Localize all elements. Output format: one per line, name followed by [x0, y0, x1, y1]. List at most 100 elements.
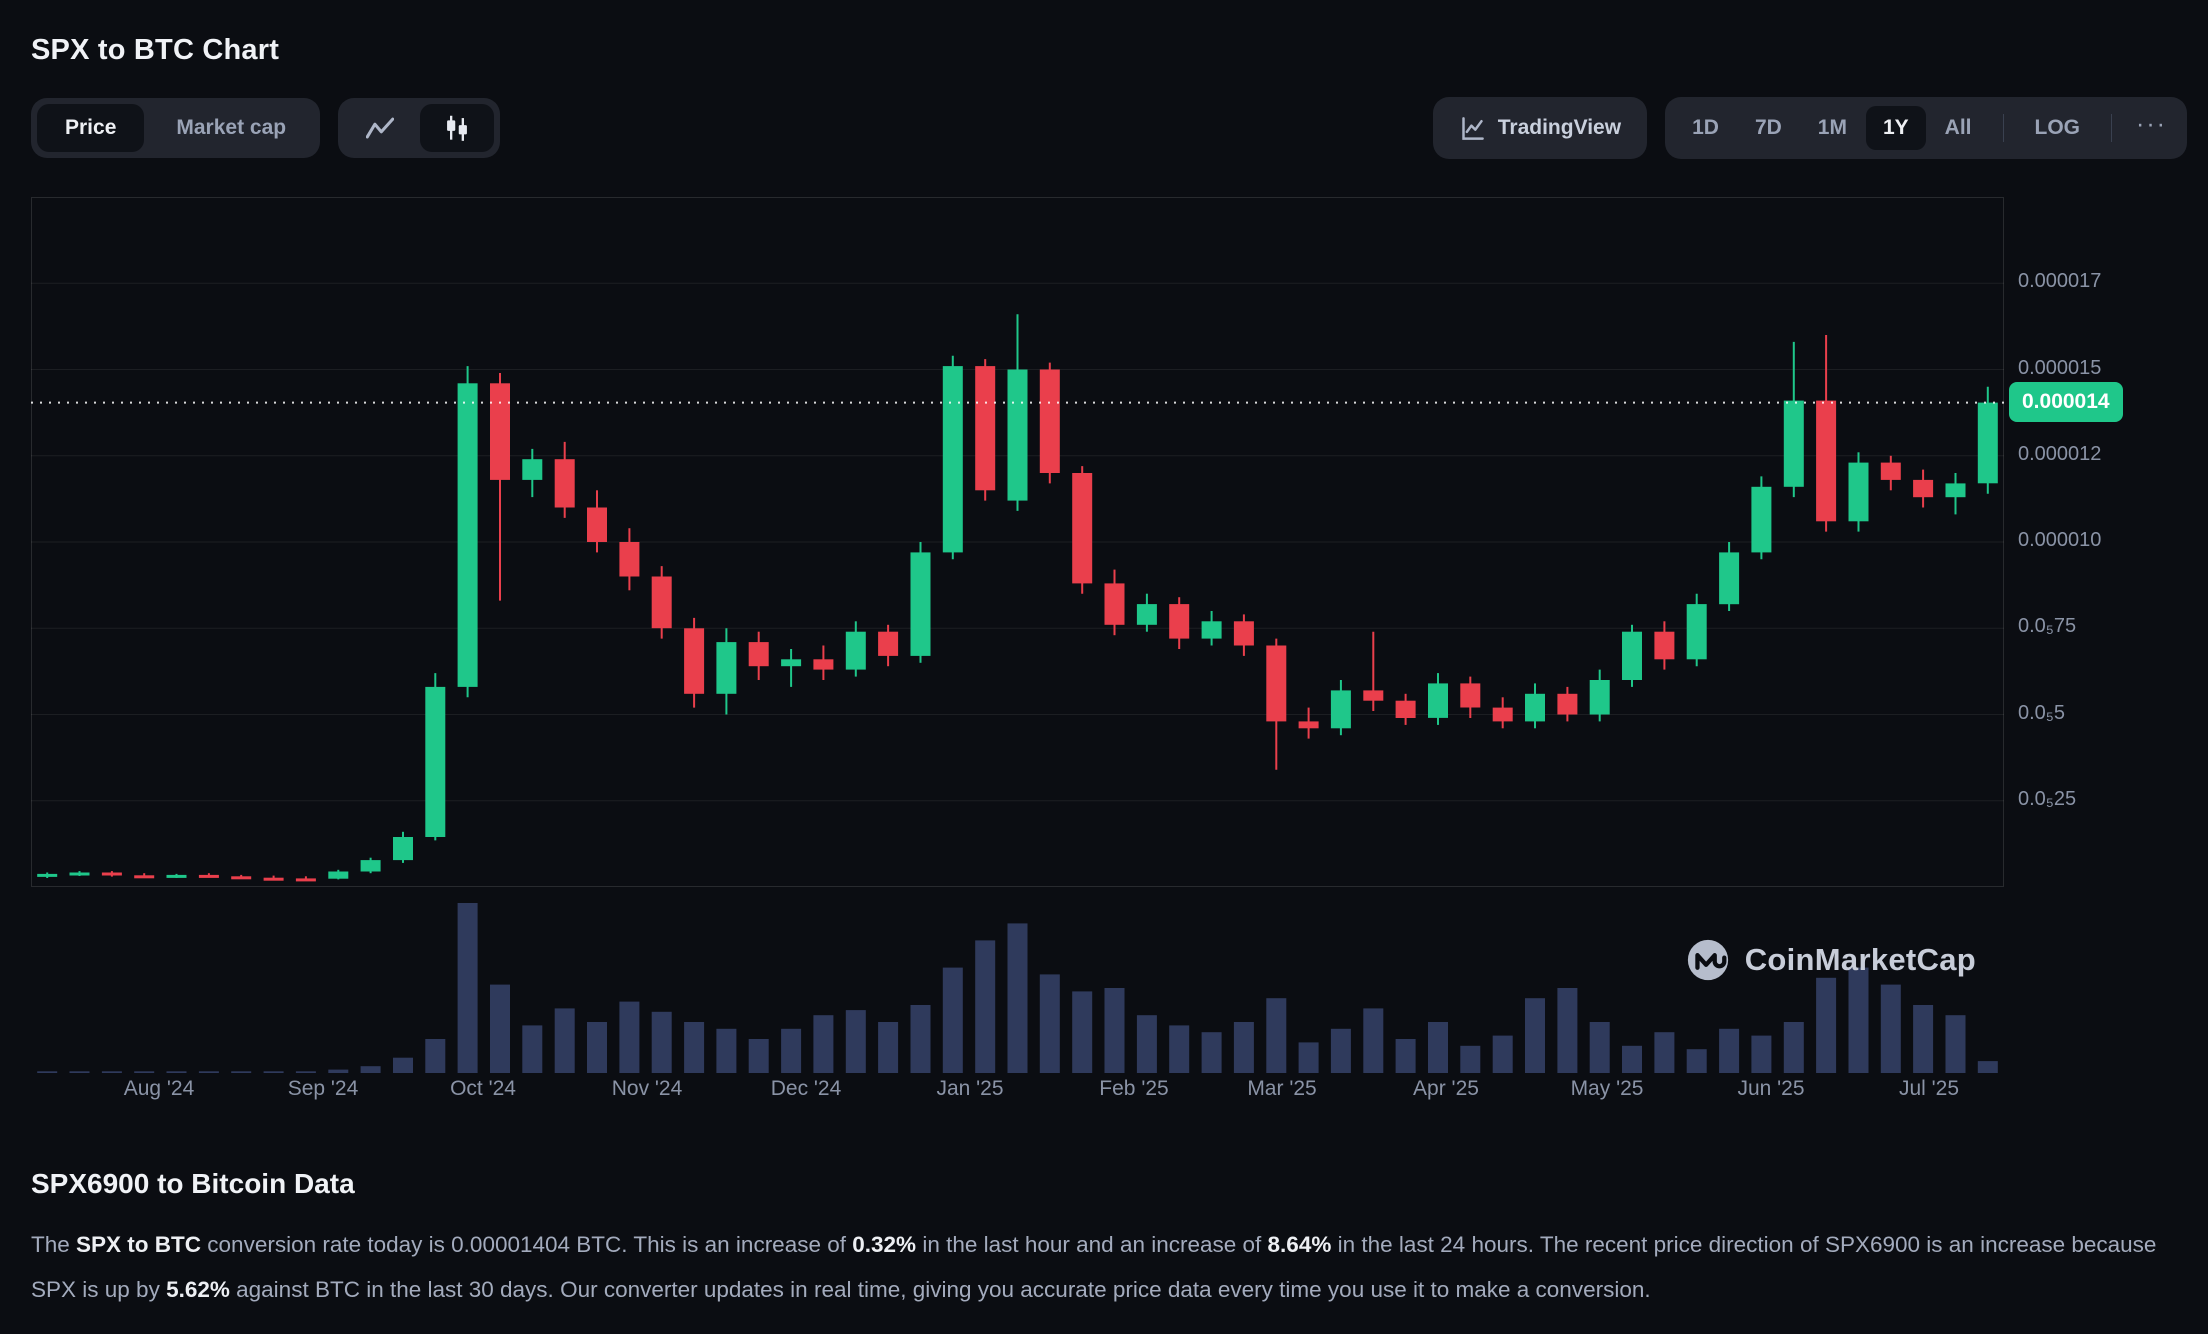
candle-body	[1492, 707, 1513, 722]
candlestick-mode-button[interactable]	[420, 104, 495, 152]
candle-body	[1719, 552, 1740, 605]
y-axis-label: 0.0₅25	[2018, 787, 2077, 810]
volume-bar	[1913, 1005, 1934, 1073]
volume-bar	[69, 1071, 90, 1073]
candle-body	[1783, 400, 1804, 487]
text-segment: in the last 24 hours. The recent price d…	[31, 1232, 2157, 1302]
volume-bar	[1848, 967, 1869, 1073]
volume-bar	[393, 1057, 413, 1073]
volume-bar	[295, 1071, 316, 1073]
x-axis-label: Jun '25	[1737, 1077, 1804, 1100]
candle-body	[1622, 631, 1642, 680]
x-axis-label: Oct '24	[450, 1077, 516, 1100]
highlight-text: 5.62%	[166, 1277, 230, 1302]
price-tab[interactable]: Price	[37, 104, 145, 152]
chart-header: SPX to BTC Chart Price Market cap	[31, 34, 2187, 159]
toolbar-divider	[2002, 114, 2004, 142]
x-axis-label: Mar '25	[1247, 1077, 1316, 1100]
volume-bar	[1169, 1025, 1190, 1073]
candlestick-chart-canvas[interactable]: Aug '24 Sep '24 Oct '24 Nov '24 Dec '24 Jan '…	[31, 197, 2004, 1107]
volume-bar	[360, 1066, 381, 1073]
candle-body	[813, 659, 834, 670]
range-all-button[interactable]: All	[1928, 106, 1989, 150]
volume-bar	[1395, 1039, 1416, 1073]
candle-body	[1945, 483, 1966, 498]
candle-body	[166, 874, 187, 878]
line-chart-mode-button[interactable]	[344, 106, 416, 150]
highlight-text: SPX to BTC	[76, 1232, 202, 1257]
candle-body	[1201, 621, 1222, 639]
volume-bar	[1816, 977, 1837, 1073]
range-1m-button[interactable]: 1M	[1801, 106, 1864, 150]
volume-bar	[1654, 1032, 1675, 1073]
volume-bar	[651, 1011, 672, 1073]
candle-body	[1880, 462, 1901, 480]
candle-body	[1654, 631, 1675, 660]
candle-body	[1233, 621, 1254, 646]
candle-body	[1686, 604, 1707, 660]
range-1d-button[interactable]: 1D	[1675, 106, 1736, 150]
y-axis-label: 0.000015	[2018, 356, 2102, 379]
volume-bar	[1751, 1035, 1772, 1073]
candle-body	[1816, 400, 1837, 522]
chart-toolbar: Price Market cap	[31, 97, 2187, 159]
y-axis-label: 0.0₅75	[2018, 615, 2077, 638]
tradingview-label: TradingView	[1497, 116, 1622, 139]
volume-bar	[1039, 974, 1060, 1073]
candle-body	[522, 459, 543, 480]
candle-body	[1589, 680, 1610, 715]
plot-border	[31, 197, 2004, 887]
candle-body	[910, 552, 931, 656]
volume-bar	[813, 1015, 834, 1073]
volume-bar	[975, 940, 996, 1073]
candle-body	[360, 860, 381, 872]
log-scale-button[interactable]: LOG	[2018, 106, 2098, 150]
range-1y-button[interactable]: 1Y	[1865, 106, 1926, 150]
candle-body	[1428, 683, 1448, 718]
price-chart[interactable]: Aug '24 Sep '24 Oct '24 Nov '24 Dec '24 Jan '…	[31, 197, 2004, 1107]
candle-body	[490, 383, 510, 480]
marketcap-tab[interactable]: Market cap	[148, 104, 314, 152]
line-chart-icon	[366, 117, 395, 139]
tradingview-button[interactable]: TradingView	[1432, 97, 1648, 159]
candle-body	[619, 542, 640, 577]
x-axis-label: Feb '25	[1099, 1077, 1168, 1100]
range-7d-button[interactable]: 7D	[1738, 106, 1799, 150]
candle-body	[942, 366, 963, 553]
candle-body	[716, 642, 737, 694]
volume-bar	[457, 903, 478, 1073]
more-options-button[interactable]: ···	[2126, 106, 2177, 151]
candle-body	[1039, 369, 1060, 473]
x-axis-label: Dec '24	[771, 1077, 842, 1100]
volume-bar	[587, 1022, 607, 1073]
volume-bar	[263, 1071, 284, 1073]
candle-body	[554, 459, 575, 508]
data-paragraph: The SPX to BTC conversion rate today is …	[31, 1222, 2177, 1312]
candle-body	[878, 631, 899, 656]
highlight-text: 8.64%	[1267, 1232, 1332, 1257]
candle-body	[328, 871, 349, 879]
x-axis-label: Jan '25	[936, 1077, 1003, 1100]
candlestick-icon	[447, 115, 468, 141]
volume-bar	[845, 1010, 866, 1073]
volume-bar	[1233, 1022, 1254, 1073]
volume-bar	[1945, 1015, 1966, 1073]
volume-bar	[1460, 1045, 1481, 1073]
candle-body	[975, 366, 996, 491]
volume-bar	[781, 1028, 802, 1073]
toolbar-divider	[2111, 114, 2113, 142]
volume-bar	[1622, 1045, 1642, 1073]
volume-bar	[101, 1071, 122, 1073]
candle-body	[1298, 721, 1319, 729]
volume-bar	[231, 1071, 252, 1073]
candle-body	[1169, 604, 1190, 639]
candle-body	[1848, 462, 1869, 522]
volume-bar	[1201, 1032, 1222, 1073]
x-axis-label: Aug '24	[124, 1077, 195, 1100]
data-section: SPX6900 to Bitcoin Data The SPX to BTC c…	[31, 1168, 2177, 1312]
volume-bar	[166, 1071, 187, 1073]
text-segment: conversion rate today is 0.00001404 BTC.…	[201, 1232, 853, 1257]
y-axis-label: 0.000012	[2018, 442, 2102, 465]
candle-body	[101, 872, 122, 876]
candle-body	[1751, 486, 1772, 553]
